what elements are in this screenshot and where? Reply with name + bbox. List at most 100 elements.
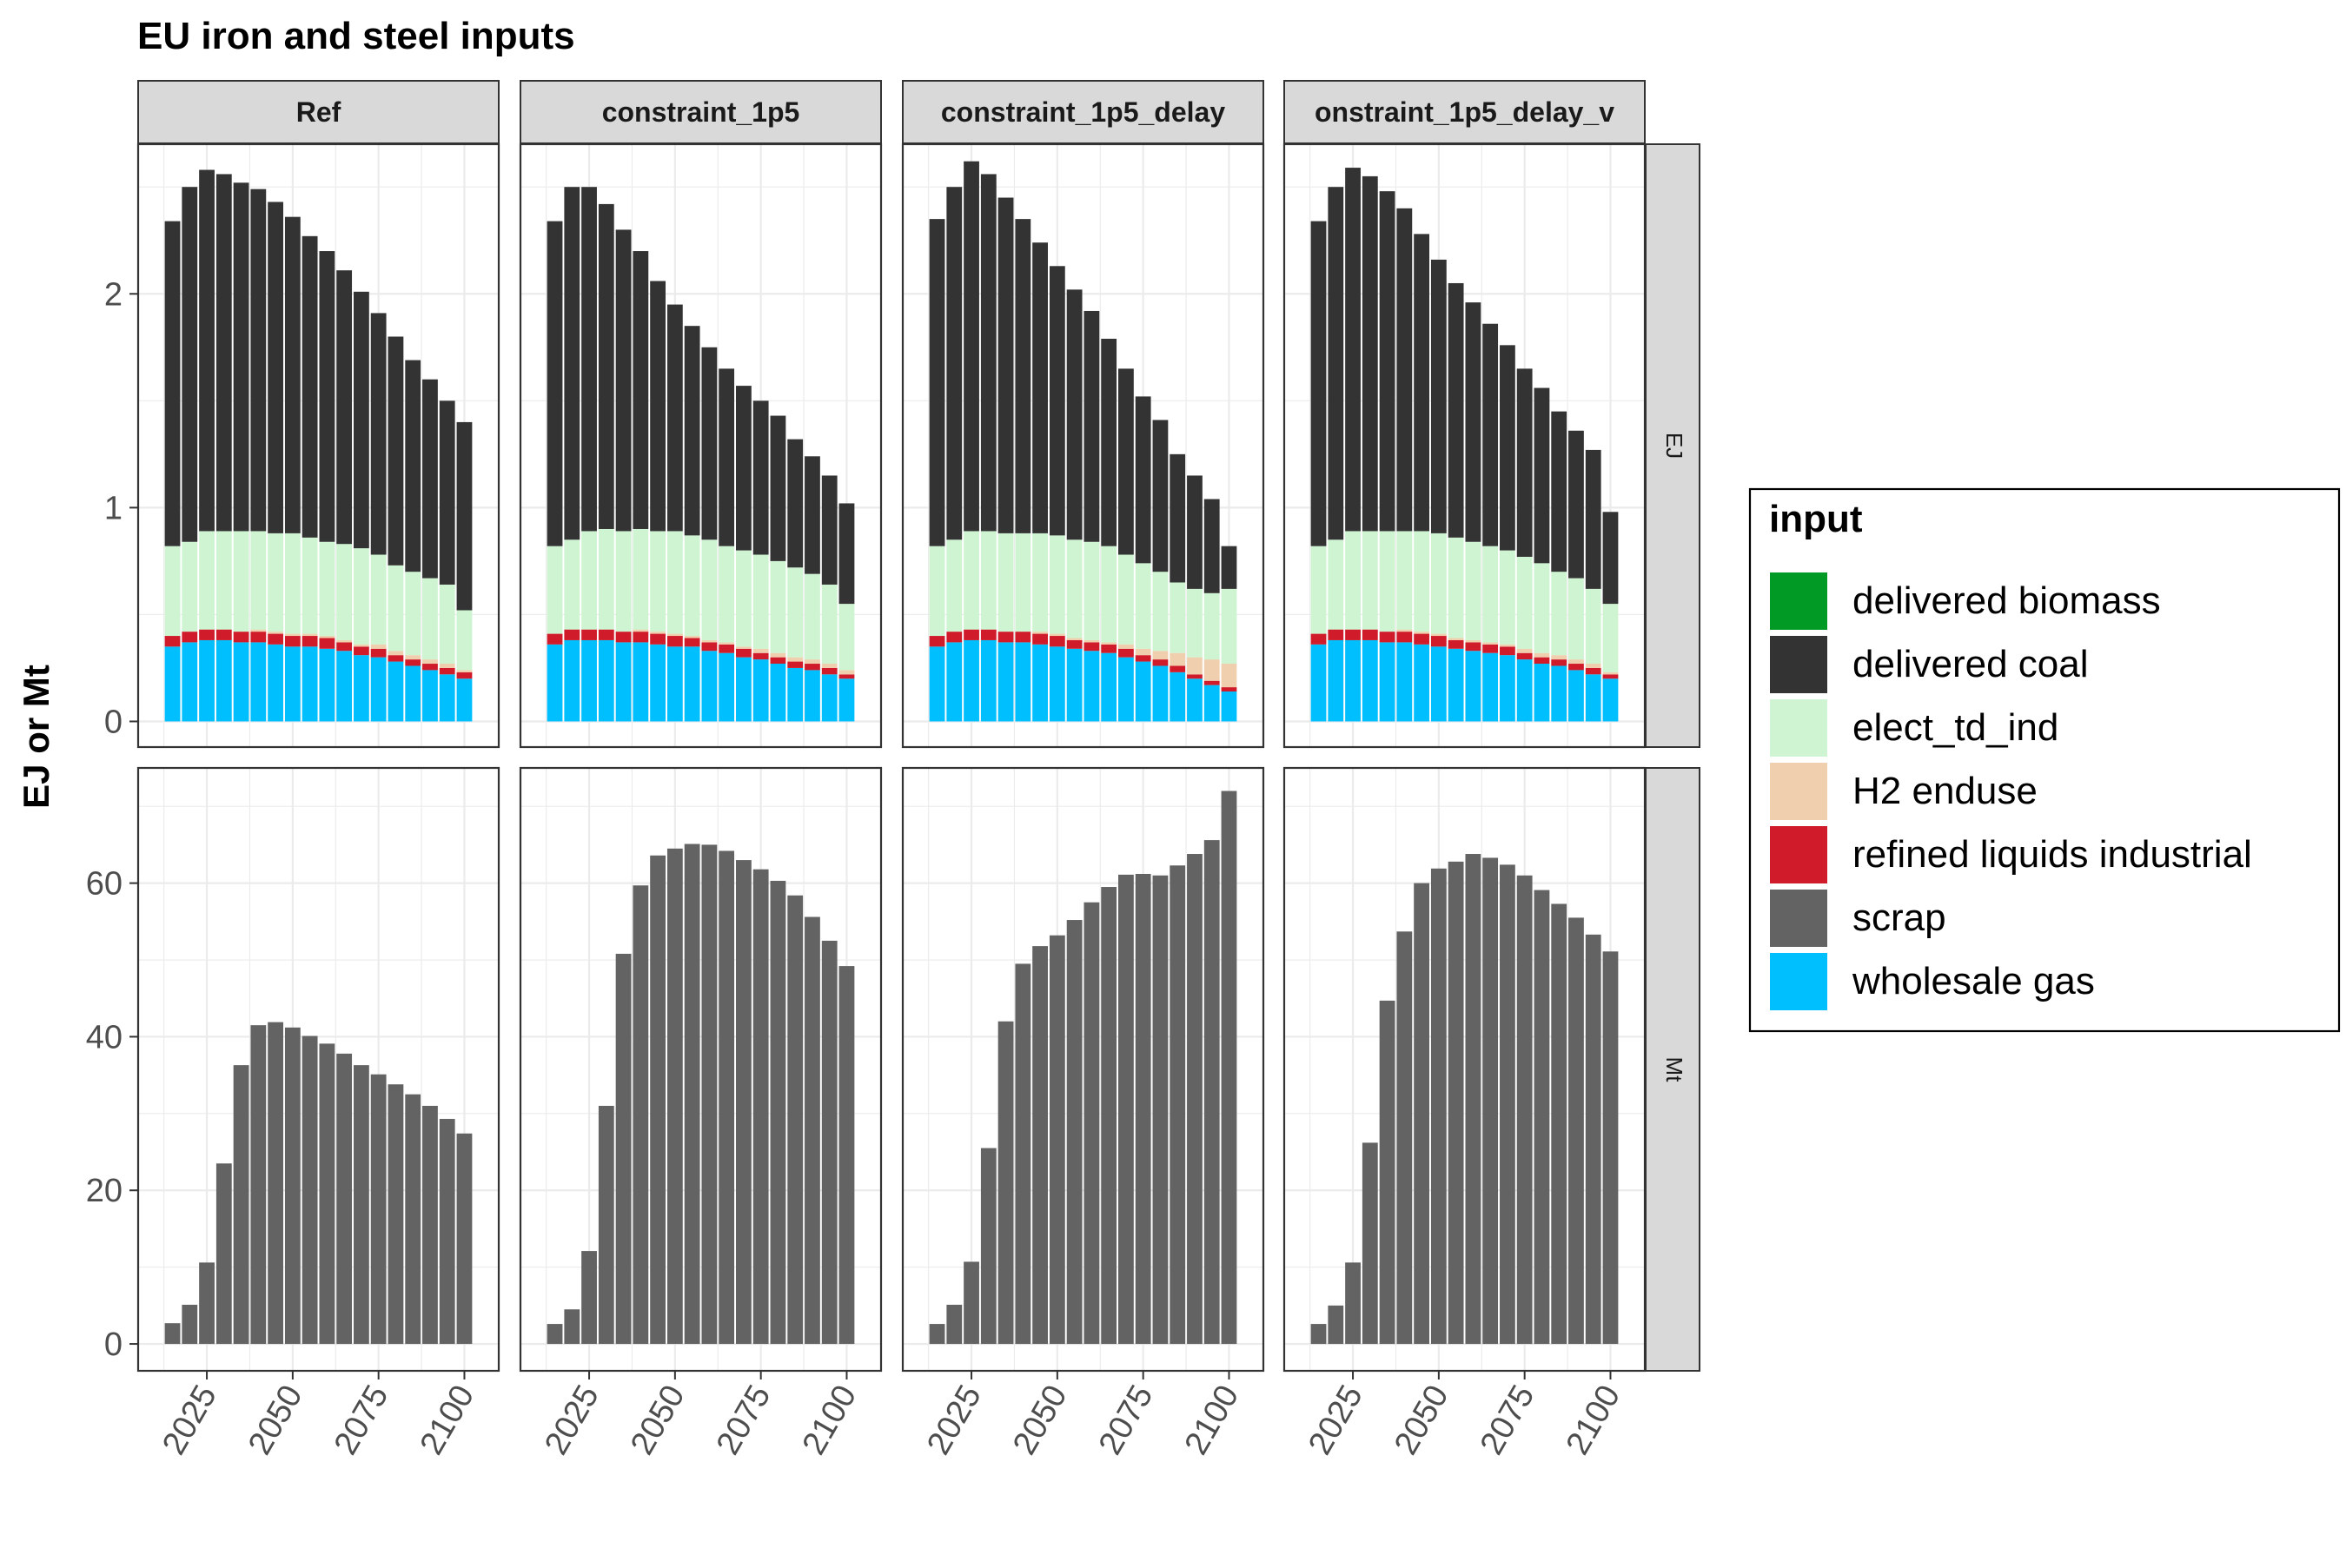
bar-scrap-2055 [1448, 861, 1464, 1345]
bar-h2-enduse-2040 [250, 629, 267, 632]
legend-label: wholesale gas [1852, 960, 2095, 1002]
panel-border [519, 766, 883, 1373]
bar-h2-enduse-2090 [1187, 657, 1203, 675]
bar-elect-td-ind-2045 [1414, 531, 1429, 632]
bar-scrap-2055 [684, 844, 700, 1345]
bar-h2-enduse-2055 [302, 633, 318, 637]
bar-scrap-2100 [838, 966, 855, 1345]
bar-scrap-2075 [1516, 875, 1533, 1345]
bar-scrap-2085 [787, 895, 804, 1345]
legend-label: refined liquids industrial [1852, 833, 2252, 876]
bar-delivered-coal-2100 [1602, 512, 1619, 605]
bar-scrap-2050 [1430, 868, 1447, 1345]
bar-delivered-coal-2100 [838, 503, 855, 605]
bar-refined-liquids-industrial-2100 [1221, 687, 1237, 692]
bar-elect-td-ind-2085 [1551, 572, 1567, 656]
bar-scrap-2100 [1602, 951, 1619, 1345]
bar-wholesale-gas-2020 [182, 642, 198, 722]
bar-refined-liquids-industrial-2030 [980, 629, 997, 640]
bar-h2-enduse-2055 [1448, 638, 1464, 640]
bar-elect-td-ind-2095 [439, 584, 455, 665]
bar-wholesale-gas-2085 [405, 665, 421, 722]
legend-label: H2 enduse [1852, 770, 2038, 812]
bar-wholesale-gas-2045 [1032, 644, 1048, 722]
bar-refined-liquids-industrial-2095 [1203, 680, 1220, 685]
bar-refined-liquids-industrial-2025 [964, 629, 979, 640]
bar-scrap-2045 [650, 855, 666, 1345]
bar-wholesale-gas-2015 [1310, 644, 1327, 722]
facet-strip-onstraint-1p5-delay-v: onstraint_1p5_delay_v [1283, 80, 1646, 144]
bar-delivered-coal-2040 [1015, 219, 1031, 533]
bar-refined-liquids-industrial-2035 [233, 632, 249, 643]
bar-h2-enduse-2060 [1084, 639, 1100, 643]
bar-wholesale-gas-2050 [1430, 646, 1447, 722]
bar-delivered-coal-2060 [1465, 302, 1481, 542]
bar-elect-td-ind-2045 [1032, 533, 1048, 632]
bar-h2-enduse-2070 [354, 644, 369, 647]
panel-border [901, 142, 1265, 749]
bar-wholesale-gas-2040 [1015, 642, 1031, 722]
bar-elect-td-ind-2035 [615, 531, 632, 632]
panel-ej-constraint-1p5-delay [901, 142, 1265, 749]
bar-elect-td-ind-2015 [1310, 546, 1327, 634]
bar-refined-liquids-industrial-2025 [1345, 629, 1361, 640]
bar-h2-enduse-2080 [770, 652, 786, 658]
bar-elect-td-ind-2075 [1135, 563, 1151, 649]
bar-delivered-coal-2085 [1551, 411, 1567, 572]
bar-wholesale-gas-2055 [1448, 648, 1464, 722]
bar-h2-enduse-2090 [1568, 659, 1584, 665]
bar-delivered-coal-2070 [1118, 368, 1134, 555]
bar-refined-liquids-industrial-2065 [719, 644, 735, 653]
bar-scrap-2095 [1203, 840, 1220, 1345]
bar-delivered-coal-2070 [736, 386, 752, 551]
bar-refined-liquids-industrial-2025 [581, 629, 597, 640]
bar-wholesale-gas-2060 [1084, 651, 1100, 722]
bar-delivered-coal-2065 [336, 270, 353, 545]
y-tick-label: 0 [104, 1327, 123, 1363]
bar-elect-td-ind-2030 [215, 531, 232, 630]
bar-scrap-2050 [666, 848, 683, 1345]
bar-wholesale-gas-2100 [456, 678, 473, 722]
bar-wholesale-gas-2040 [633, 642, 649, 722]
legend-label: delivered biomass [1852, 579, 2161, 622]
bar-refined-liquids-industrial-2100 [838, 674, 855, 679]
bar-scrap-2090 [1568, 917, 1584, 1345]
bar-h2-enduse-2095 [439, 664, 455, 668]
bar-refined-liquids-industrial-2045 [1414, 633, 1429, 645]
bar-scrap-2060 [1084, 902, 1100, 1345]
bar-h2-enduse-2045 [650, 632, 666, 634]
bar-refined-liquids-industrial-2090 [1187, 674, 1203, 679]
bar-wholesale-gas-2025 [581, 639, 597, 722]
facet-strip-label: constraint_1p5_delay [941, 96, 1225, 128]
bar-scrap-2095 [439, 1119, 455, 1345]
bar-scrap-2065 [719, 850, 735, 1345]
bar-wholesale-gas-2095 [821, 674, 838, 722]
bar-scrap-2025 [964, 1261, 979, 1345]
bar-wholesale-gas-2080 [1534, 664, 1550, 722]
bar-wholesale-gas-2030 [598, 639, 614, 722]
bar-refined-liquids-industrial-2070 [1118, 648, 1134, 658]
bar-scrap-2040 [1396, 931, 1413, 1345]
bar-wholesale-gas-2045 [268, 644, 283, 722]
bar-refined-liquids-industrial-2075 [1135, 655, 1151, 662]
bar-wholesale-gas-2050 [666, 646, 683, 722]
bar-wholesale-gas-2020 [1328, 639, 1344, 722]
bar-wholesale-gas-2035 [233, 642, 249, 722]
panel-border [1282, 766, 1647, 1373]
bar-elect-td-ind-2070 [1118, 554, 1134, 645]
bar-delivered-coal-2025 [581, 187, 597, 532]
bar-delivered-coal-2025 [1345, 168, 1361, 532]
bar-refined-liquids-industrial-2030 [215, 629, 232, 640]
bar-scrap-2050 [284, 1027, 301, 1345]
bar-wholesale-gas-2015 [547, 644, 563, 722]
bar-elect-td-ind-2090 [1568, 578, 1584, 660]
bar-elect-td-ind-2040 [250, 531, 267, 630]
panels-layer: Ref constraint_1p5 constraint_1p5_delay ons… [86, 80, 1700, 1461]
bar-wholesale-gas-2035 [997, 642, 1014, 722]
bar-refined-liquids-industrial-2050 [284, 636, 301, 647]
facet-strip-label: constraint_1p5 [602, 96, 800, 128]
bar-refined-liquids-industrial-2095 [439, 667, 455, 675]
bar-elect-td-ind-2090 [805, 573, 820, 660]
bar-delivered-coal-2020 [1328, 187, 1344, 540]
